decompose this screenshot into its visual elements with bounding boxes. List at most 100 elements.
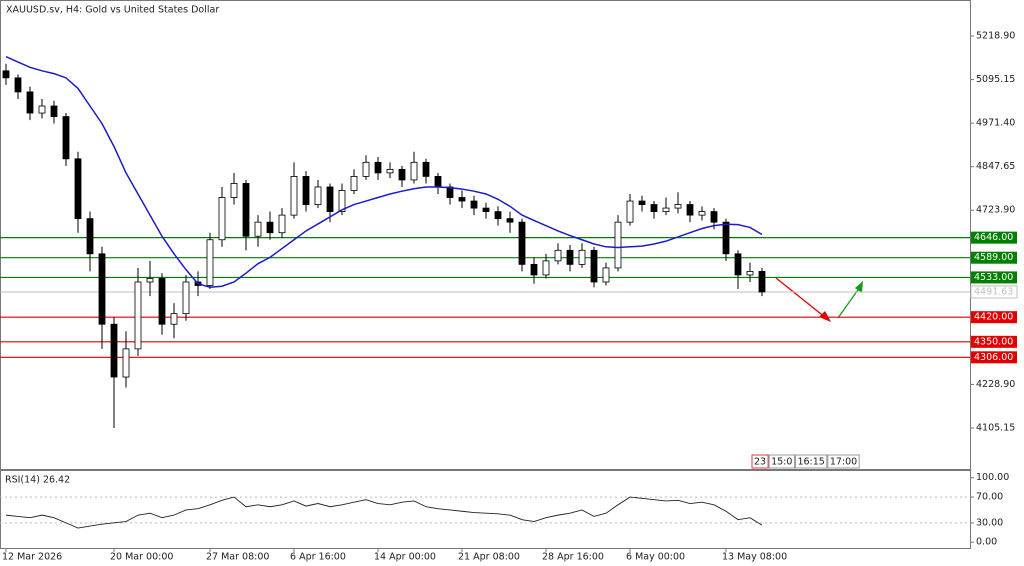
- time-marker: 15:0: [771, 457, 792, 468]
- candle-body: [26, 91, 34, 114]
- level-label: 4350.00: [974, 336, 1013, 347]
- level-box: [971, 311, 1017, 324]
- candle-body: [50, 105, 58, 117]
- candle-body: [266, 221, 274, 234]
- level-box: [971, 351, 1017, 364]
- candle-body: [158, 278, 166, 325]
- y-tick-label: 4971.40: [976, 118, 1015, 129]
- forecast-down-arrow: [775, 277, 827, 319]
- moving-average: [5, 56, 763, 289]
- y-tick-label: 4847.65: [976, 161, 1015, 172]
- current-price-box: [970, 285, 1018, 299]
- candle-body: [518, 221, 526, 265]
- candle-body: [482, 207, 490, 212]
- candle-body: [170, 313, 178, 325]
- candle-body: [746, 271, 754, 276]
- candle-body: [230, 183, 238, 198]
- candle-body: [206, 239, 214, 286]
- x-tick-label: 6 Apr 16:00: [290, 552, 346, 563]
- candle-body: [326, 186, 334, 212]
- candle-body: [758, 271, 766, 293]
- candle-body: [302, 176, 310, 205]
- candle-body: [638, 200, 646, 205]
- candle-body: [494, 211, 502, 220]
- candle-body: [146, 278, 154, 283]
- candle-body: [506, 218, 514, 223]
- x-tick-label: 14 Apr 00:00: [374, 552, 436, 563]
- candle-body: [374, 161, 382, 174]
- candle-body: [338, 190, 346, 212]
- candle-body: [254, 221, 262, 237]
- candle-body: [110, 323, 118, 378]
- y-tick-label: 5095.15: [976, 74, 1015, 85]
- candle-body: [182, 281, 190, 315]
- candle-body: [14, 77, 22, 93]
- candle-body: [722, 221, 730, 255]
- candle-body: [386, 168, 394, 174]
- x-tick-label: 28 Apr 16:00: [542, 552, 604, 563]
- candle-body: [566, 249, 574, 265]
- time-marker-box: [827, 454, 860, 469]
- candle-body: [530, 263, 538, 276]
- rsi-pane: [0, 470, 971, 549]
- x-tick-label: 21 Apr 08:00: [458, 552, 520, 563]
- time-marker: 23: [754, 457, 766, 468]
- level-box: [971, 271, 1017, 284]
- candle-body: [314, 186, 322, 205]
- candle-body: [710, 211, 718, 223]
- candle-body: [734, 253, 742, 276]
- candle-body: [362, 161, 370, 177]
- time-marker-box: [768, 454, 795, 469]
- candle-body: [398, 168, 406, 181]
- y-tick-label: 100.00: [976, 472, 1009, 483]
- candle-body: [470, 200, 478, 209]
- candle-body: [590, 249, 598, 283]
- main-pane: [0, 0, 971, 470]
- rsi-line: [5, 496, 763, 529]
- level-box: [971, 251, 1017, 264]
- x-tick-label: 27 Mar 08:00: [206, 552, 269, 563]
- time-marker: 16:15: [797, 457, 824, 468]
- candle-body: [614, 221, 622, 269]
- candle-body: [278, 214, 286, 234]
- x-tick-label: 20 Mar 00:00: [110, 552, 173, 563]
- level-label: 4420.00: [974, 312, 1013, 323]
- candle-body: [218, 197, 226, 241]
- candle-body: [578, 249, 586, 265]
- y-tick-label: 0.00: [976, 537, 997, 548]
- candle-body: [650, 204, 658, 212]
- x-tick-label: 13 May 08:00: [722, 552, 787, 563]
- candle-body: [98, 253, 106, 325]
- candle-body: [290, 176, 298, 216]
- x-tick-label: 12 Mar 2026: [2, 552, 62, 563]
- time-marker: 17:00: [830, 457, 857, 468]
- y-tick-label: 5218.90: [976, 31, 1015, 42]
- candle-body: [86, 218, 94, 255]
- candle-body: [2, 70, 10, 79]
- candle-body: [434, 176, 442, 188]
- candle-body: [686, 204, 694, 216]
- candle-body: [422, 161, 430, 177]
- y-tick-label: 30.00: [976, 517, 1003, 528]
- y-tick-label: 4228.90: [976, 379, 1015, 390]
- level-label: 4589.00: [974, 252, 1013, 263]
- candle-body: [74, 158, 82, 220]
- candle-body: [662, 207, 670, 212]
- candle-body: [242, 183, 250, 237]
- candle-body: [410, 161, 418, 181]
- candle-body: [602, 267, 610, 283]
- candle-body: [674, 204, 682, 209]
- candle-body: [458, 197, 466, 202]
- arrowhead: [819, 311, 831, 322]
- current-price-label: 4491.63: [974, 286, 1013, 297]
- level-box: [971, 231, 1017, 244]
- chart-title: XAUUSD.sv, H4: Gold vs United States Dol…: [6, 5, 219, 16]
- level-label: 4533.00: [974, 272, 1013, 283]
- time-marker-box: [794, 454, 828, 469]
- candle-body: [62, 116, 70, 160]
- candle-body: [350, 176, 358, 191]
- y-tick-label: 70.00: [976, 492, 1003, 503]
- time-marker-box: [751, 454, 769, 469]
